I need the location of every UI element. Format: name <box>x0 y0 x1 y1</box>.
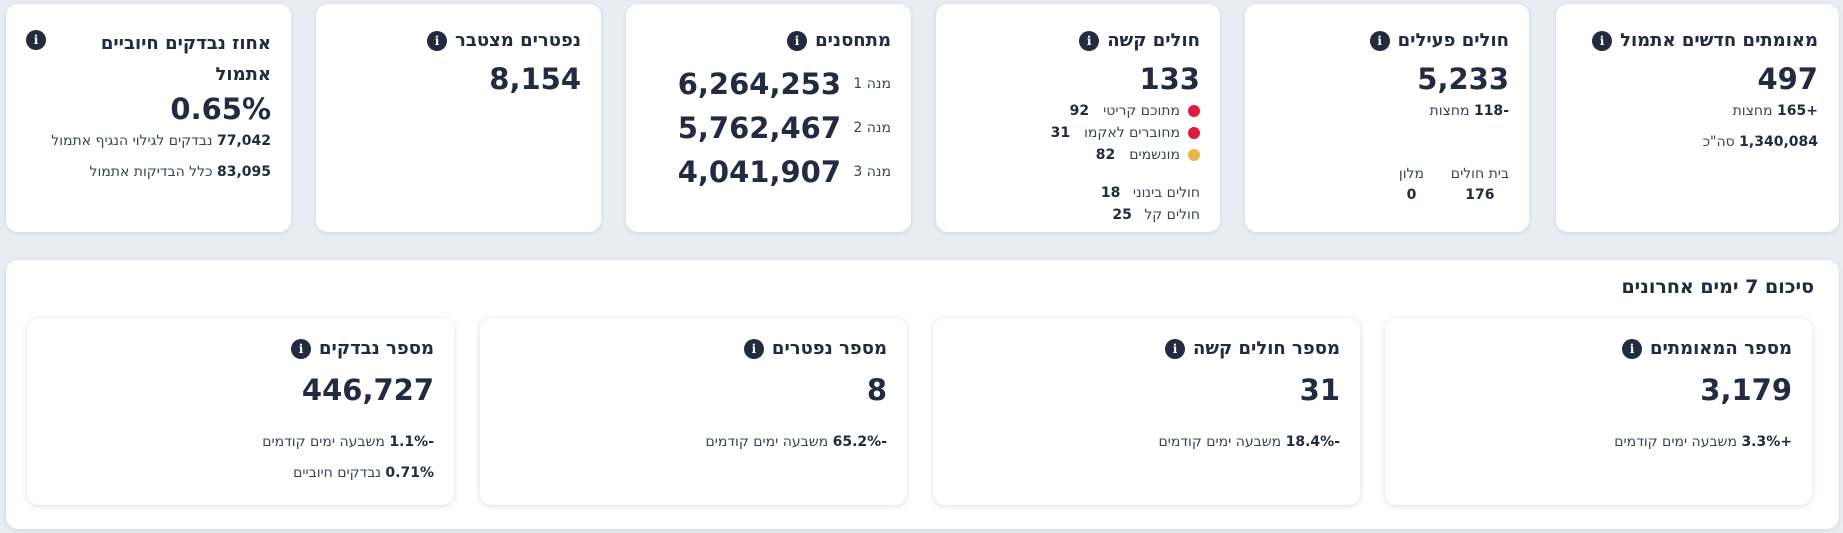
positive-rate-value: 0.65% <box>170 92 271 126</box>
card-title: חולים קשה <box>1107 30 1200 51</box>
info-icon[interactable]: i <box>787 30 808 51</box>
info-icon[interactable]: i <box>1369 30 1390 51</box>
critical-dot-icon <box>1188 105 1200 117</box>
dose-list: מנה 1 6,264,253 מנה 2 5,762,467 מנה 3 4,… <box>678 62 891 194</box>
tested-virus: 77,042 נבדקים לגילוי הנגיף אתמול <box>51 133 271 149</box>
summary-change: -65.2% משבעה ימים קודמים <box>705 434 887 450</box>
summary-positive-rate: 0.71% נבדקים חיוביים <box>293 465 434 481</box>
info-icon[interactable]: i <box>743 338 764 359</box>
list-item: מתוכם קריטי 92 <box>1051 100 1200 122</box>
summary-card-severe: מספר חולים קשה i 31 -18.4% משבעה ימים קו… <box>933 318 1360 505</box>
card-cumulative-deaths: נפטרים מצטבר i 8,154 <box>316 4 601 232</box>
summary-panel: סיכום 7 ימים אחרונים מספר המאומתים i 3,1… <box>6 260 1839 529</box>
list-item: מנה 1 6,264,253 <box>677 67 891 101</box>
summary-card-tested: מספר נבדקים i 446,727 -1.1% משבעה ימים ק… <box>27 318 454 505</box>
total-verified: 1,340,084 סה"כ <box>1702 134 1818 150</box>
summary-value: 31 <box>1299 373 1340 407</box>
list-item: מנה 3 4,041,907 <box>677 155 891 189</box>
info-icon[interactable]: i <box>1164 338 1185 359</box>
ventilated-dot-icon <box>1188 149 1200 161</box>
summary-change: -18.4% משבעה ימים קודמים <box>1158 434 1340 450</box>
summary-card-deaths: מספר נפטרים i 8 -65.2% משבעה ימים קודמים <box>480 318 907 505</box>
midnight-delta: -118 מחצות <box>1429 103 1509 119</box>
list-item: מנה 2 5,762,467 <box>677 111 891 145</box>
card-active-patients: חולים פעילים i 5,233 -118 מחצות בית חולי… <box>1245 4 1529 232</box>
info-icon[interactable]: i <box>427 30 448 51</box>
summary-change: +3.3% משבעה ימים קודמים <box>1614 434 1792 450</box>
summary-card-verified: מספר המאומתים i 3,179 +3.3% משבעה ימים ק… <box>1385 318 1812 505</box>
midnight-delta: +165 מחצות <box>1732 103 1818 119</box>
info-icon[interactable]: i <box>1621 338 1642 359</box>
ecmo-dot-icon <box>1188 127 1200 139</box>
new-verified-value: 497 <box>1757 62 1818 96</box>
card-title: מספר חולים קשה <box>1192 338 1340 359</box>
card-title: מספר נפטרים <box>771 338 887 359</box>
info-icon[interactable]: i <box>26 30 46 50</box>
severe-value: 133 <box>1139 62 1200 96</box>
summary-title: סיכום 7 ימים אחרונים <box>1621 276 1814 298</box>
card-title: מתחסנים <box>815 30 891 51</box>
info-icon[interactable]: i <box>290 338 311 359</box>
card-title: חולים פעילים <box>1397 30 1509 51</box>
card-new-verified: מאומתים חדשים אתמול i 497 +165 מחצות 1,3… <box>1556 4 1839 232</box>
summary-value: 446,727 <box>301 373 434 407</box>
summary-value: 8 <box>866 373 887 407</box>
card-title: נפטרים מצטבר <box>455 30 581 51</box>
summary-value: 3,179 <box>1700 373 1792 407</box>
info-icon[interactable]: i <box>1592 30 1613 51</box>
severe-breakdown: מתוכם קריטי 92 מחוברים לאקמו 31 מונשמים … <box>1051 100 1200 166</box>
active-value: 5,233 <box>1417 62 1509 96</box>
list-item: מונשמים 82 <box>1051 144 1200 166</box>
card-title: מאומתים חדשים אתמול <box>1620 30 1818 51</box>
hospital-stat: בית חולים 176 <box>1450 166 1509 203</box>
moderate-mild: חולים בינוני 18 חולים קל 25 <box>1100 185 1200 223</box>
card-positive-rate: אחוז נבדקים חיוביים אתמול i 0.65% 77,042… <box>6 4 291 232</box>
hotel-stat: מלון 0 <box>1398 166 1424 203</box>
deaths-value: 8,154 <box>489 62 581 96</box>
info-icon[interactable]: i <box>1079 30 1100 51</box>
list-item: מחוברים לאקמו 31 <box>1051 122 1200 144</box>
card-severe-patients: חולים קשה i 133 מתוכם קריטי 92 מחוברים ל… <box>936 4 1220 232</box>
summary-change: -1.1% משבעה ימים קודמים <box>262 434 434 450</box>
card-title: אחוז נבדקים חיוביים אתמול <box>100 33 271 85</box>
card-title: מספר נבדקים <box>318 338 434 359</box>
card-vaccinated: מתחסנים i מנה 1 6,264,253 מנה 2 5,762,46… <box>626 4 911 232</box>
tests-total: 83,095 כלל הבדיקות אתמול <box>89 164 271 180</box>
card-title: מספר המאומתים <box>1649 338 1792 359</box>
